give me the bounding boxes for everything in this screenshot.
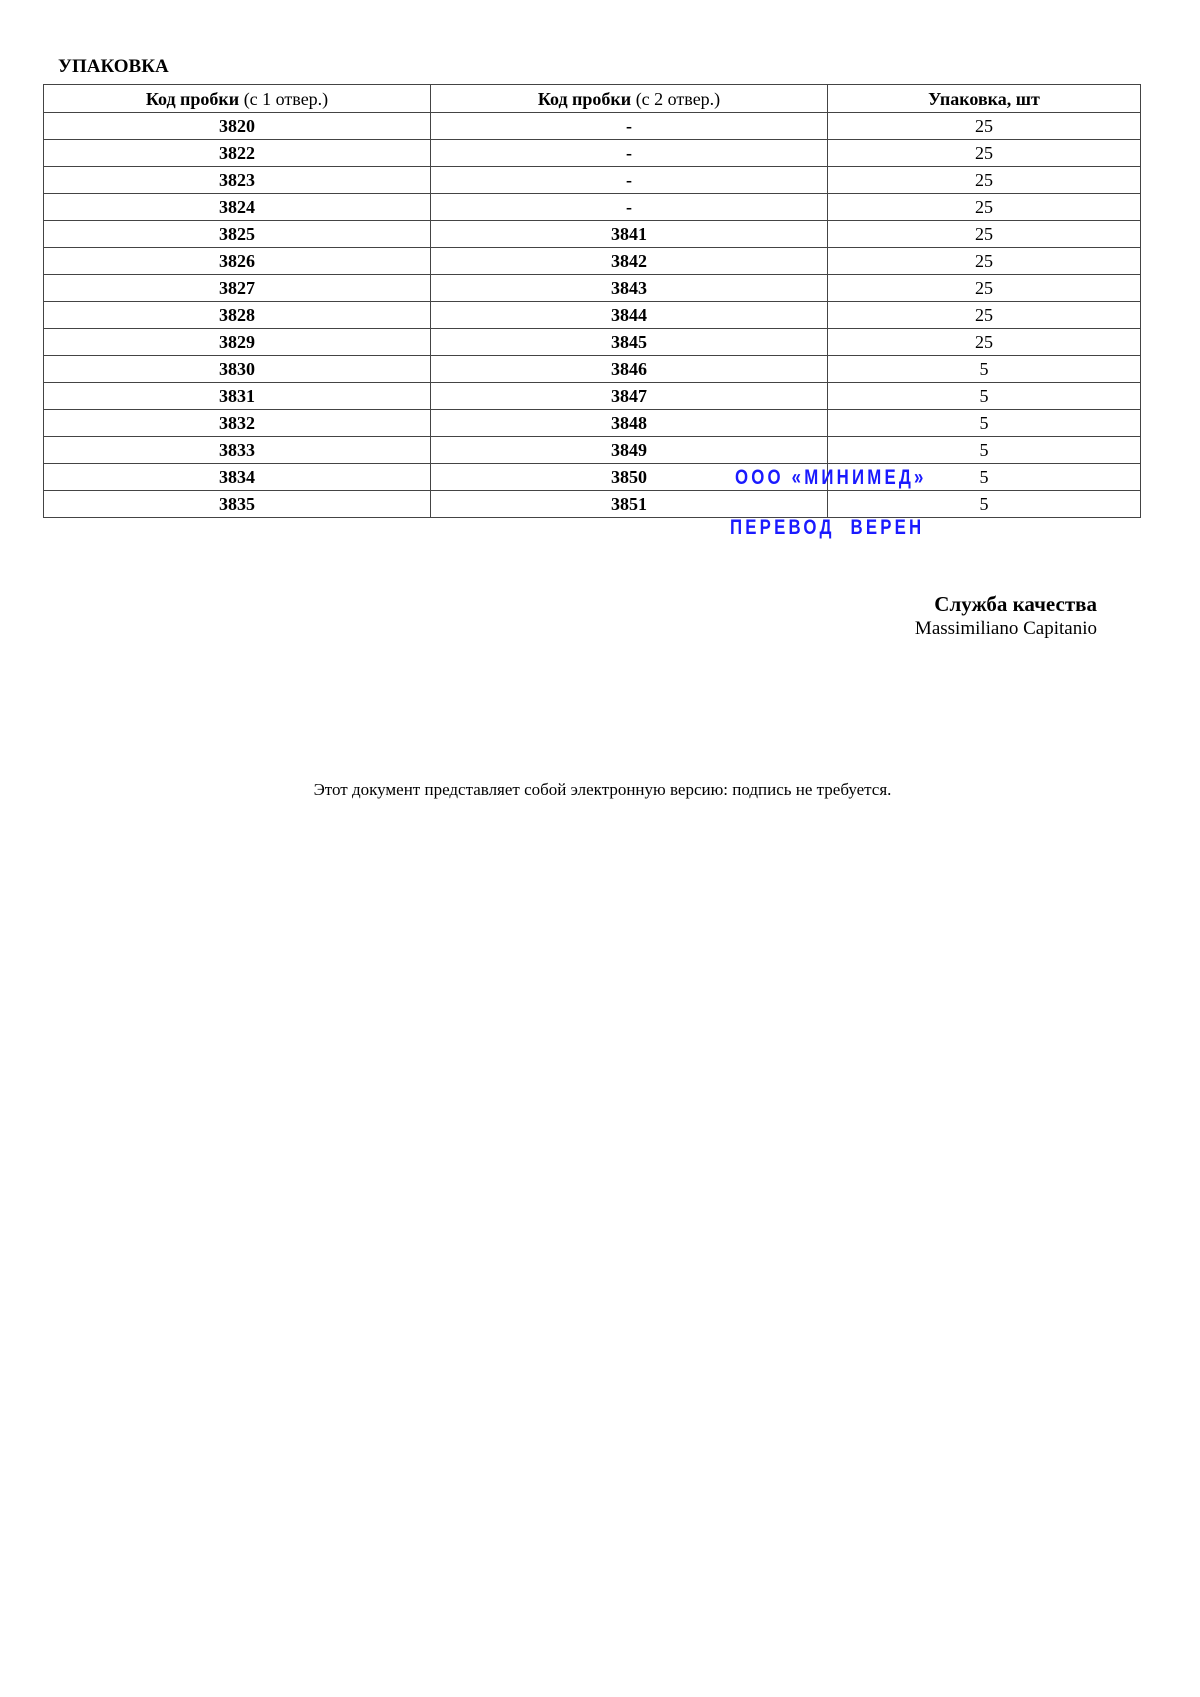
table-row: 3830 3846 5 [43, 355, 1141, 383]
cap-code-1-hole: 3829 [43, 328, 431, 356]
packaging-qty: 5 [827, 382, 1141, 410]
cap-code-2-holes: 3847 [430, 382, 828, 410]
packaging-table: Код пробки (с 1 отвер.) Код пробки (с 2 … [43, 84, 1141, 518]
table-row: 3827 3843 25 [43, 274, 1141, 302]
packaging-qty: 5 [827, 436, 1141, 464]
cap-code-2-holes: 3848 [430, 409, 828, 437]
header-packaging: Упаковка, шт [827, 84, 1141, 113]
packaging-qty: 5 [827, 490, 1141, 518]
table-row: 3828 3844 25 [43, 301, 1141, 329]
packaging-qty: 25 [827, 301, 1141, 329]
cap-code-2-holes: 3843 [430, 274, 828, 302]
cap-code-1-hole: 3826 [43, 247, 431, 275]
header-bold: Упаковка, шт [928, 88, 1040, 109]
signature-name: Massimiliano Capitanio [914, 618, 1097, 639]
header-bold: Код пробки [145, 88, 240, 109]
header-rest: (с 2 отвер.) [631, 88, 721, 109]
packaging-qty: 25 [827, 274, 1141, 302]
cap-code-1-hole: 3833 [43, 436, 431, 464]
packaging-qty: 25 [827, 193, 1141, 221]
cap-code-1-hole: 3830 [43, 355, 431, 383]
packaging-qty: 25 [827, 328, 1141, 356]
table-row: 3825 3841 25 [43, 220, 1141, 248]
packaging-qty: 25 [827, 139, 1141, 167]
signature-title: Служба качества [934, 592, 1097, 616]
stamp-company: ООО «МИНИМЕД» [735, 466, 927, 489]
table-header-row: Код пробки (с 1 отвер.) Код пробки (с 2 … [43, 84, 1141, 113]
cap-code-1-hole: 3828 [43, 301, 431, 329]
cap-code-2-holes: 3851 [430, 490, 828, 518]
cap-code-2-holes: 3844 [430, 301, 828, 329]
cap-code-2-holes: 3841 [430, 220, 828, 248]
section-title: УПАКОВКА [58, 56, 169, 77]
cap-code-1-hole: 3823 [43, 166, 431, 194]
packaging-qty: 5 [827, 355, 1141, 383]
cap-code-2-holes: 3850 [430, 463, 828, 491]
cap-code-1-hole: 3831 [43, 382, 431, 410]
footer-note: Этот документ представляет собой электро… [313, 780, 892, 799]
packaging-qty: 25 [827, 166, 1141, 194]
cap-code-2-holes: 3842 [430, 247, 828, 275]
table-row: 3831 3847 5 [43, 382, 1141, 410]
packaging-qty: 5 [827, 463, 1141, 491]
cap-code-2-holes: 3846 [430, 355, 828, 383]
cap-code-1-hole: 3834 [43, 463, 431, 491]
table-row: 3833 3849 5 [43, 436, 1141, 464]
header-bold: Код пробки [537, 88, 632, 109]
packaging-qty: 25 [827, 247, 1141, 275]
cap-code-2-holes: - [430, 112, 828, 140]
packaging-qty: 25 [827, 112, 1141, 140]
table-row: 3834 3850 5 [43, 463, 1141, 491]
cap-code-1-hole: 3832 [43, 409, 431, 437]
cap-code-2-holes: 3849 [430, 436, 828, 464]
cap-code-1-hole: 3825 [43, 220, 431, 248]
cap-code-1-hole: 3820 [43, 112, 431, 140]
table-row: 3835 3851 5 [43, 490, 1141, 518]
table-row: 3823-25 [43, 166, 1141, 194]
cap-code-1-hole: 3822 [43, 139, 431, 167]
header-cap-code-1-hole: Код пробки (с 1 отвер.) [43, 84, 431, 113]
table-row: 3826 3842 25 [43, 247, 1141, 275]
cap-code-1-hole: 3835 [43, 490, 431, 518]
table-row: 3832 3848 5 [43, 409, 1141, 437]
header-rest: (с 1 отвер.) [239, 88, 329, 109]
table-row: 3820-25 [43, 112, 1141, 140]
stamp-translation-verified: ПЕРЕВОД ВЕРЕН [730, 516, 925, 539]
packaging-qty: 25 [827, 220, 1141, 248]
cap-code-2-holes: - [430, 139, 828, 167]
packaging-qty: 5 [827, 409, 1141, 437]
header-cap-code-2-holes: Код пробки (с 2 отвер.) [430, 84, 828, 113]
table-row: 3822-25 [43, 139, 1141, 167]
table-row: 3824-25 [43, 193, 1141, 221]
cap-code-2-holes: - [430, 193, 828, 221]
cap-code-2-holes: - [430, 166, 828, 194]
table-row: 3829 3845 25 [43, 328, 1141, 356]
cap-code-1-hole: 3824 [43, 193, 431, 221]
cap-code-1-hole: 3827 [43, 274, 431, 302]
cap-code-2-holes: 3845 [430, 328, 828, 356]
